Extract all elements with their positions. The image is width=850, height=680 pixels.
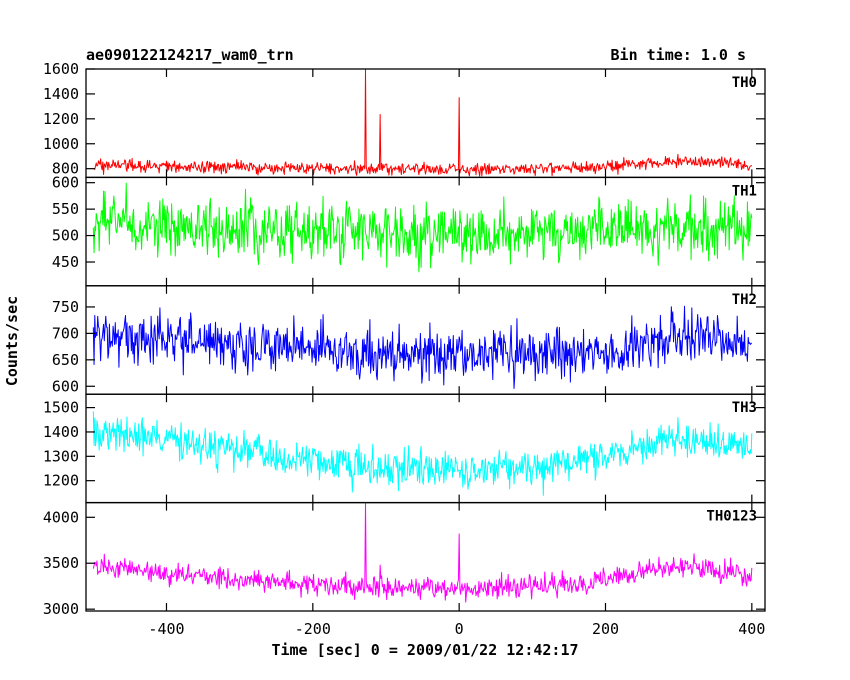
y-tick-label: 4000 xyxy=(43,508,79,526)
series-line-th0 xyxy=(93,69,753,177)
y-tick-label: 750 xyxy=(52,298,79,316)
series-line-th2 xyxy=(92,305,753,389)
x-tick-label: -400 xyxy=(148,620,184,638)
y-tick-label: 1000 xyxy=(43,135,79,153)
y-tick-label: 1600 xyxy=(43,60,79,78)
x-tick-label: -200 xyxy=(295,620,331,638)
panel-frame-th0123 xyxy=(85,501,766,612)
y-tick-label: 1500 xyxy=(43,399,79,417)
series-line-th3 xyxy=(92,411,753,496)
x-tick-label: 200 xyxy=(592,620,619,638)
x-tick-label: 400 xyxy=(738,620,765,638)
y-axis-title: Counts/sec xyxy=(3,296,21,386)
y-tick-label: 800 xyxy=(52,160,79,178)
panel-frame-th3 xyxy=(85,393,766,504)
panels-group: 800 1000 1200 1400 1600 TH0 450 500 550 600 TH1 600… xyxy=(43,60,766,638)
panel-frame-th0 xyxy=(85,68,766,179)
y-tick-label: 1300 xyxy=(43,447,79,465)
panel-th2: 600 650 700 750 TH2 xyxy=(52,285,766,395)
y-tick-label: 3000 xyxy=(43,600,79,618)
y-tick-label: 600 xyxy=(52,377,79,395)
panel-frame-th2 xyxy=(85,285,766,395)
chart-header-left: ae090122124217_wam0_trn xyxy=(86,46,294,64)
y-tick-label: 500 xyxy=(52,227,79,245)
y-tick-label: 1400 xyxy=(43,85,79,103)
panel-th0123: 3000 3500 4000 TH0123 xyxy=(43,501,766,618)
chart-header-right: Bin time: 1.0 s xyxy=(611,46,746,64)
series-line-th1 xyxy=(92,182,753,273)
panel-label-th0123: TH0123 xyxy=(706,509,757,525)
panel-th0: 800 1000 1200 1400 1600 TH0 xyxy=(43,60,766,179)
x-axis-title: Time [sec] 0 = 2009/01/22 12:42:17 xyxy=(271,641,578,659)
panel-label-th2: TH2 xyxy=(732,292,757,308)
panel-label-th0: TH0 xyxy=(732,75,757,91)
y-tick-label: 700 xyxy=(52,324,79,342)
y-tick-label: 550 xyxy=(52,200,79,218)
y-tick-label: 1400 xyxy=(43,423,79,441)
panel-th3: 1200 1300 1400 1500 TH3 xyxy=(43,393,766,504)
x-tick-label: 0 xyxy=(455,620,464,638)
panel-th1: 450 500 550 600 TH1 xyxy=(52,174,766,287)
y-tick-label: 3500 xyxy=(43,554,79,572)
y-tick-label: 1200 xyxy=(43,472,79,490)
series-line-th0123 xyxy=(92,502,753,603)
y-tick-label: 450 xyxy=(52,253,79,271)
y-tick-label: 1200 xyxy=(43,110,79,128)
panel-label-th1: TH1 xyxy=(732,183,757,199)
y-tick-label: 650 xyxy=(52,351,79,369)
panel-label-th3: TH3 xyxy=(732,400,757,416)
y-tick-label: 600 xyxy=(52,174,79,192)
